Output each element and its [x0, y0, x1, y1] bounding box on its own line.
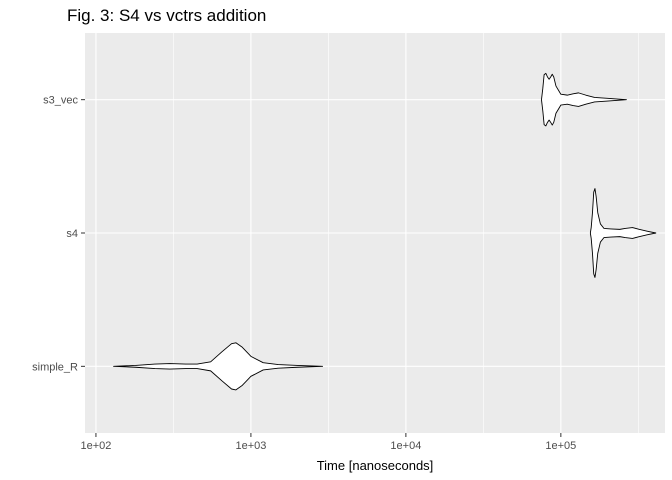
y-tick-label-s3_vec: s3_vec: [43, 95, 78, 107]
violins: [113, 72, 657, 391]
y-tick-label-s4: s4: [66, 228, 78, 240]
x-tick-label-0: 1e+02: [80, 440, 111, 452]
violin-s3_vec: [541, 72, 627, 127]
x-axis: 1e+02 1e+03 1e+04 1e+05: [80, 433, 576, 452]
x-tick-label-3: 1e+05: [545, 440, 576, 452]
chart-title: Fig. 3: S4 vs vctrs addition: [67, 6, 266, 25]
violin-s4: [589, 188, 657, 278]
x-tick-label-1: 1e+03: [235, 440, 266, 452]
violin-simple_R: [113, 342, 324, 391]
y-axis: simple_R s4 s3_vec: [32, 95, 85, 373]
x-axis-title: Time [nanoseconds]: [317, 458, 434, 473]
x-tick-label-2: 1e+04: [390, 440, 421, 452]
y-tick-label-simple_R: simple_R: [32, 361, 78, 373]
